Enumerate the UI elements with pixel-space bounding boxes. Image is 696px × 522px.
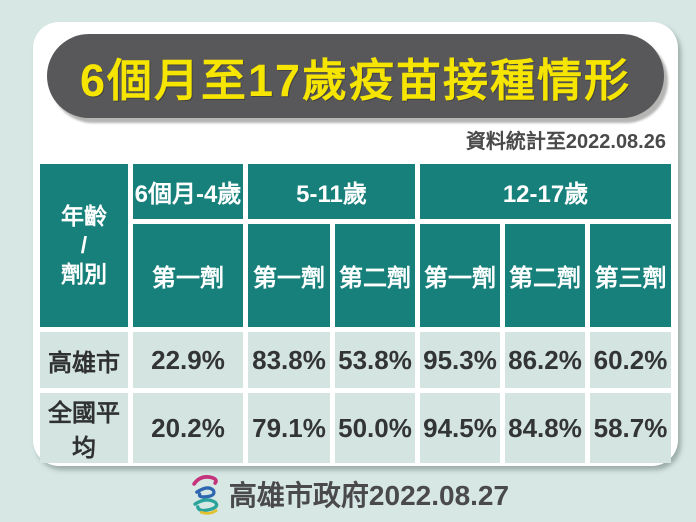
value-cell: 79.1% <box>248 393 330 463</box>
value-cell: 20.2% <box>133 393 243 463</box>
corner-line-age: 年齡 <box>61 203 107 230</box>
value-cell: 94.5% <box>420 393 500 463</box>
dose-header-12-17-dose3: 第三劑 <box>590 224 672 327</box>
footer-text: 高雄市政府2022.08.27 <box>228 480 510 511</box>
corner-line-slash: / <box>80 232 88 259</box>
footer: 高雄市政府2022.08.27 <box>0 472 696 516</box>
dose-header-5-11-dose1: 第一劑 <box>248 224 330 327</box>
age-group-header-12-17y: 12-17歲 <box>420 164 672 219</box>
page-title: 6個月至17歲疫苗接種情形 <box>79 54 632 106</box>
kaohsiung-city-government-logo-icon <box>192 475 219 515</box>
row-label-kaohsiung: 高雄市 <box>40 332 128 388</box>
table-row-national-average: 全國平均 20.2% 79.1% 50.0% 94.5% 84.8% 58.7% <box>40 393 672 463</box>
dose-header-12-17-dose1: 第一劑 <box>420 224 500 327</box>
value-cell: 86.2% <box>505 332 585 388</box>
row-label-national-average: 全國平均 <box>40 393 128 463</box>
age-group-header-5-11y: 5-11歲 <box>248 164 415 219</box>
vaccination-table: 年齡 / 劑別 6個月-4歲 5-11歲 12-17歲 第一劑 第一劑 第二劑 … <box>35 159 676 468</box>
dose-header-6m4y-dose1: 第一劑 <box>133 224 243 327</box>
age-group-header-6m-4y: 6個月-4歲 <box>133 164 243 219</box>
value-cell: 22.9% <box>133 332 243 388</box>
value-cell: 84.8% <box>505 393 585 463</box>
corner-line-dose: 劑別 <box>61 260 107 287</box>
table-row-kaohsiung: 高雄市 22.9% 83.8% 53.8% 95.3% 86.2% 60.2% <box>40 332 672 388</box>
data-as-of-label: 資料統計至2022.08.26 <box>465 131 666 153</box>
value-cell: 50.0% <box>335 393 415 463</box>
corner-header-age-dose: 年齡 / 劑別 <box>40 164 128 327</box>
dose-header-12-17-dose2: 第二劑 <box>505 224 585 327</box>
content-card: 6個月至17歲疫苗接種情形 資料統計至2022.08.26 年齡 / 劑別 6個… <box>33 22 678 466</box>
value-cell: 83.8% <box>248 332 330 388</box>
value-cell: 58.7% <box>590 393 672 463</box>
dose-header-5-11-dose2: 第二劑 <box>335 224 415 327</box>
title-banner: 6個月至17歲疫苗接種情形 <box>47 34 664 118</box>
value-cell: 95.3% <box>420 332 500 388</box>
value-cell: 53.8% <box>335 332 415 388</box>
value-cell: 60.2% <box>590 332 672 388</box>
